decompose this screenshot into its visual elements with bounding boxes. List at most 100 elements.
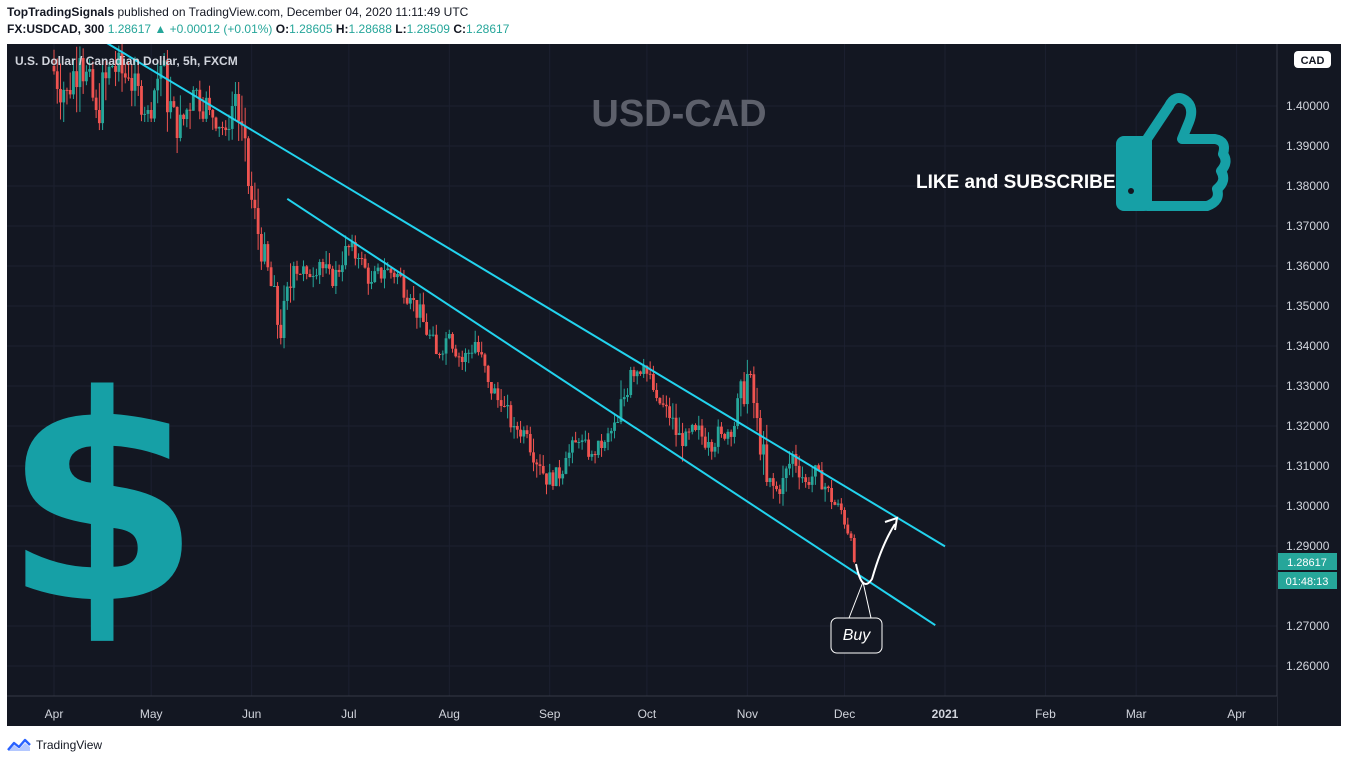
candle bbox=[451, 334, 454, 349]
dollar-sign-icon: $ bbox=[7, 335, 201, 667]
candle bbox=[347, 246, 351, 248]
candle bbox=[613, 422, 616, 431]
candle bbox=[801, 477, 804, 479]
candle bbox=[684, 431, 688, 446]
candle bbox=[677, 433, 681, 435]
time-axis-panel[interactable] bbox=[7, 696, 1277, 726]
candle bbox=[762, 444, 765, 455]
candle bbox=[250, 186, 254, 200]
candle bbox=[577, 442, 581, 443]
x-tick-label: Dec bbox=[834, 707, 855, 721]
candle bbox=[350, 242, 354, 248]
tradingview-brand[interactable]: TradingView bbox=[36, 738, 103, 752]
candle bbox=[658, 398, 662, 404]
buy-label-box bbox=[830, 617, 883, 654]
candle bbox=[91, 69, 95, 98]
y-tick-label: 1.39000 bbox=[1286, 139, 1330, 153]
time-axis: Apr May Jun Jul Aug Sep Oct Nov Dec 2021 Feb Mar Apr bbox=[45, 707, 1246, 721]
currency-badge[interactable] bbox=[1294, 51, 1331, 68]
candle bbox=[541, 466, 545, 474]
candle bbox=[477, 342, 480, 353]
candle bbox=[221, 126, 224, 128]
y-tick-label: 1.34000 bbox=[1286, 339, 1330, 353]
bounce-arrow-head-icon bbox=[884, 516, 899, 531]
candle bbox=[302, 266, 305, 274]
y-tick-label: 1.27000 bbox=[1286, 619, 1330, 633]
candle bbox=[153, 90, 156, 119]
candle bbox=[843, 510, 846, 525]
candle bbox=[72, 71, 75, 95]
candle bbox=[506, 405, 509, 407]
candle bbox=[295, 266, 299, 274]
candle bbox=[321, 262, 325, 269]
candle bbox=[836, 503, 840, 505]
candle bbox=[781, 477, 785, 494]
candle bbox=[707, 442, 710, 448]
change-value: +0.00012 (+0.01%) bbox=[169, 22, 273, 36]
bounce-arrow bbox=[855, 523, 896, 585]
candle bbox=[409, 298, 412, 304]
candle bbox=[88, 69, 92, 72]
candle bbox=[127, 77, 130, 79]
candle bbox=[681, 433, 684, 446]
candle bbox=[396, 274, 399, 278]
chart-canvas[interactable]: 1.40000 1.39000 1.38000 1.37000 1.36000 1.350… bbox=[7, 44, 1341, 726]
candle bbox=[389, 268, 393, 273]
candle bbox=[519, 429, 522, 437]
candle bbox=[428, 334, 432, 336]
candle bbox=[749, 374, 752, 375]
candle bbox=[849, 533, 853, 538]
candle bbox=[402, 276, 406, 298]
candle bbox=[55, 71, 59, 89]
y-tick-label: 1.40000 bbox=[1286, 99, 1330, 113]
candle bbox=[784, 468, 788, 478]
candle bbox=[674, 417, 678, 435]
candle bbox=[198, 89, 202, 112]
candle bbox=[804, 477, 808, 482]
candle bbox=[438, 354, 441, 355]
candle bbox=[266, 244, 270, 268]
candle bbox=[101, 72, 104, 124]
last-price: 1.28617 bbox=[107, 22, 152, 36]
candle bbox=[373, 271, 377, 282]
candle bbox=[331, 268, 335, 286]
candle bbox=[571, 440, 574, 453]
candle bbox=[580, 440, 584, 442]
candle bbox=[574, 440, 578, 443]
candle bbox=[846, 524, 850, 534]
candle bbox=[298, 273, 302, 275]
candle bbox=[661, 403, 665, 405]
candle bbox=[444, 338, 448, 354]
high-label: H: bbox=[335, 22, 349, 36]
channel-lines-layer bbox=[106, 44, 946, 627]
tradingview-logo-icon[interactable] bbox=[7, 738, 31, 752]
x-tick-label: Nov bbox=[737, 707, 758, 721]
chart-frame[interactable]: 1.40000 1.39000 1.38000 1.37000 1.36000 1.350… bbox=[7, 44, 1341, 726]
candle bbox=[65, 89, 69, 91]
candle bbox=[480, 352, 484, 355]
candle bbox=[564, 458, 568, 474]
y-tick-label: 1.26000 bbox=[1286, 659, 1330, 673]
price-axis-panel[interactable] bbox=[1277, 44, 1341, 726]
candle bbox=[745, 374, 749, 405]
candle bbox=[671, 417, 675, 419]
candle bbox=[162, 60, 166, 66]
candle bbox=[123, 73, 127, 78]
candle bbox=[405, 297, 409, 304]
candle bbox=[149, 110, 153, 119]
author-name[interactable]: TopTradingSignals bbox=[7, 5, 115, 19]
candle bbox=[652, 374, 655, 390]
candle bbox=[558, 467, 561, 479]
candle bbox=[700, 425, 704, 437]
currency-badge-label: CAD bbox=[1301, 55, 1325, 67]
candle bbox=[590, 454, 594, 457]
candle bbox=[146, 110, 150, 114]
publish-info: TopTradingSignals published on TradingVi… bbox=[7, 5, 468, 19]
candle bbox=[366, 267, 370, 284]
candle bbox=[561, 473, 565, 479]
candle bbox=[217, 126, 221, 129]
y-tick-label: 1.29000 bbox=[1286, 539, 1330, 553]
candle bbox=[635, 371, 639, 377]
trendline-lower-channel bbox=[286, 197, 936, 627]
candle bbox=[392, 272, 396, 278]
